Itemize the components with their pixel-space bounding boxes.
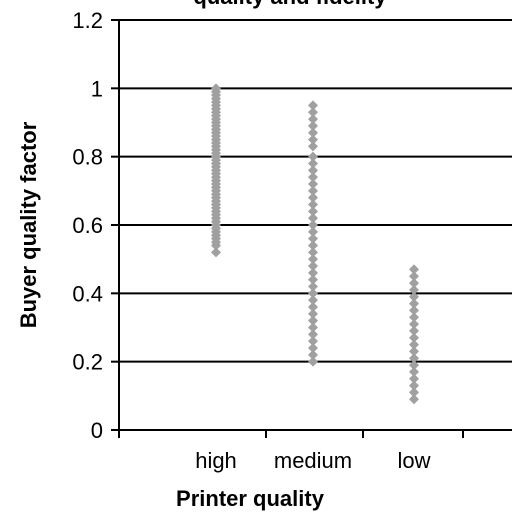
y-tick-label: 0.8 xyxy=(72,145,103,170)
data-point xyxy=(409,319,419,330)
data-point xyxy=(308,165,318,176)
data-point xyxy=(211,247,221,258)
data-point xyxy=(308,288,318,299)
data-point xyxy=(308,302,318,312)
data-point xyxy=(308,240,318,251)
data-point xyxy=(308,199,318,210)
data-point xyxy=(308,206,318,217)
data-point xyxy=(409,394,419,405)
data-point xyxy=(308,267,318,278)
data-point xyxy=(409,325,419,336)
data-point xyxy=(409,312,419,323)
data-point xyxy=(308,274,318,285)
data-point xyxy=(308,114,318,125)
data-point xyxy=(308,233,318,244)
data-point xyxy=(308,343,318,353)
x-tick-labels: high medium low xyxy=(195,448,430,473)
data-point xyxy=(308,141,318,152)
chart-title: quality and fidelity xyxy=(193,0,387,9)
data-point xyxy=(308,100,318,111)
y-tick-label: 1.2 xyxy=(72,8,103,33)
data-point xyxy=(409,278,419,289)
data-point xyxy=(308,329,318,340)
data-point xyxy=(409,284,419,295)
data-point xyxy=(308,158,318,169)
data-points xyxy=(211,83,419,405)
data-point xyxy=(308,261,318,271)
data-point xyxy=(409,346,419,357)
data-point xyxy=(308,247,318,258)
data-point xyxy=(409,353,419,364)
data-point xyxy=(308,185,318,196)
data-point xyxy=(308,192,318,203)
y-axis-title: Buyer quality factor xyxy=(16,121,41,328)
data-point xyxy=(308,127,318,138)
axes xyxy=(111,19,512,438)
data-point xyxy=(409,360,419,371)
data-point xyxy=(308,349,318,360)
data-point xyxy=(409,305,419,316)
data-point xyxy=(409,380,419,391)
data-point xyxy=(308,322,318,333)
y-tick-label: 0.6 xyxy=(72,213,103,238)
data-point xyxy=(409,387,419,398)
data-point xyxy=(308,356,318,367)
y-tick-labels: 0 0.2 0.4 0.6 0.8 1 1.2 xyxy=(72,8,103,443)
data-point xyxy=(308,308,318,319)
data-point xyxy=(211,240,221,251)
data-point xyxy=(308,315,318,326)
data-point xyxy=(308,120,318,131)
data-point xyxy=(409,366,419,377)
data-point xyxy=(308,281,318,292)
data-point xyxy=(308,254,318,265)
data-point xyxy=(409,373,419,384)
data-point xyxy=(409,291,419,302)
data-point xyxy=(308,226,318,237)
data-point xyxy=(409,271,419,282)
y-tick-label: 0.4 xyxy=(72,281,103,306)
data-point xyxy=(308,107,318,118)
y-tick-label: 0.2 xyxy=(72,350,103,375)
data-point xyxy=(409,298,419,309)
x-axis-title: Printer quality xyxy=(176,486,325,511)
x-tick-label: low xyxy=(397,448,430,473)
data-point xyxy=(308,213,318,224)
data-point xyxy=(409,264,419,275)
data-point xyxy=(308,134,318,145)
data-point xyxy=(308,172,318,183)
data-point xyxy=(409,332,419,343)
data-point xyxy=(308,151,318,162)
y-tick-label: 0 xyxy=(91,418,103,443)
x-tick-label: high xyxy=(195,448,237,473)
data-point xyxy=(308,220,318,230)
data-point xyxy=(308,336,318,347)
x-tick-label: medium xyxy=(274,448,352,473)
data-point xyxy=(409,339,419,350)
y-tick-label: 1 xyxy=(91,76,103,101)
data-point xyxy=(308,179,318,189)
data-point xyxy=(308,295,318,306)
